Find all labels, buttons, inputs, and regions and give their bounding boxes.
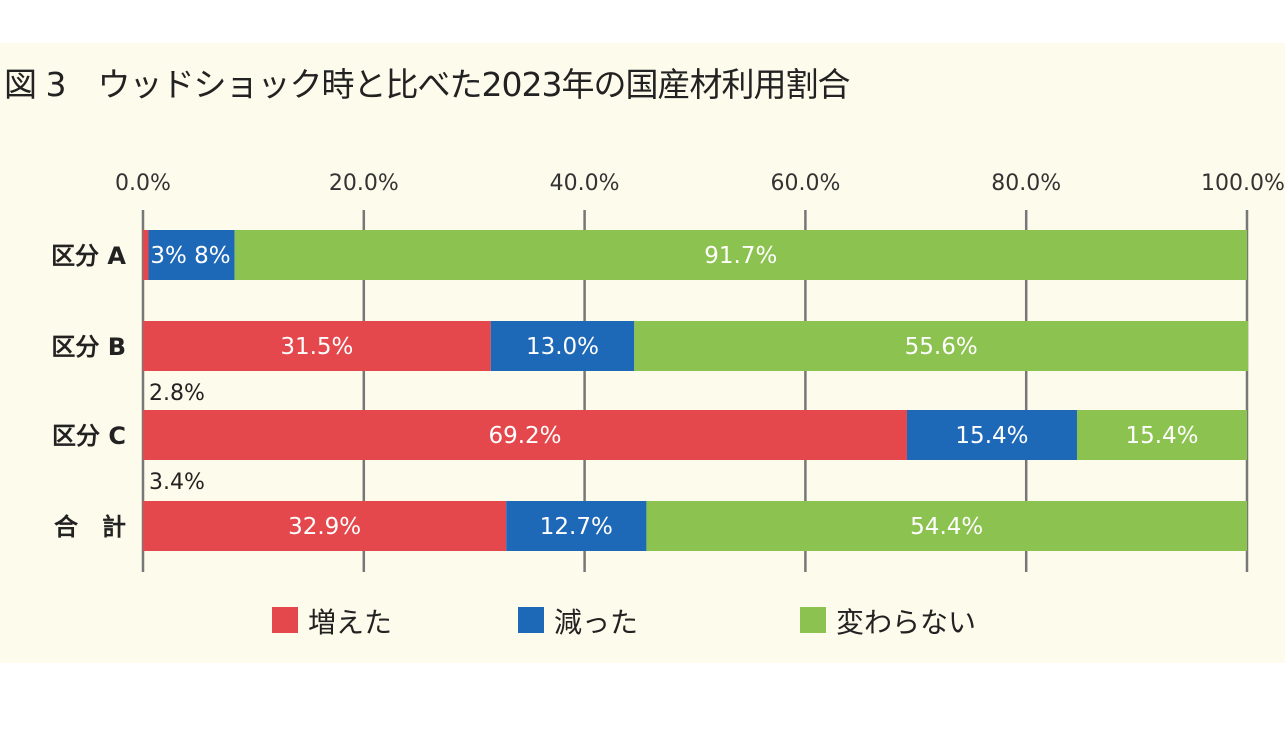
x-tick-label: 100.0% <box>1201 171 1285 196</box>
legend-swatch <box>800 607 826 633</box>
category-label: 区分 B <box>51 333 126 361</box>
bar-segment <box>906 410 1077 460</box>
data-label: 15.4% <box>1125 423 1198 449</box>
x-tick-label: 60.0% <box>770 171 840 196</box>
data-label: 69.2% <box>488 423 561 449</box>
legend-label: 減った <box>554 606 638 639</box>
bar-segment <box>143 501 507 551</box>
x-tick-label: 40.0% <box>550 171 620 196</box>
data-label: 13.0% <box>526 334 599 360</box>
bar-segment <box>143 321 491 371</box>
data-label: 15.4% <box>955 423 1028 449</box>
x-tick-label: 0.0% <box>115 171 171 196</box>
category-label: 合 計 <box>54 513 126 541</box>
legend-label: 増えた <box>308 606 392 639</box>
x-tick-label: 80.0% <box>991 171 1061 196</box>
data-label: 32.9% <box>288 514 361 540</box>
category-label: 区分 A <box>51 242 126 270</box>
legend-swatch <box>272 607 298 633</box>
category-label: 区分 C <box>52 422 126 450</box>
data-label: 3% 8% <box>150 243 230 269</box>
data-label: 12.7% <box>540 514 613 540</box>
data-label: 31.5% <box>280 334 353 360</box>
bar-segment <box>634 321 1249 371</box>
chart-title: 図 3 ウッドショック時と比べた2023年の国産材利用割合 <box>4 65 850 104</box>
annotation-label: 2.8% <box>149 381 205 406</box>
bar-segment <box>143 410 907 460</box>
bar-segment <box>1076 410 1247 460</box>
data-label: 55.6% <box>905 334 978 360</box>
data-label: 54.4% <box>910 514 983 540</box>
legend-label: 変わらない <box>836 606 976 639</box>
bar-segment <box>646 501 1247 551</box>
data-label: 91.7% <box>704 243 777 269</box>
bar-segment <box>490 321 635 371</box>
bar-segment <box>234 230 1247 280</box>
bar-segment <box>143 230 149 280</box>
legend-swatch <box>518 607 544 633</box>
bar-segment <box>506 501 647 551</box>
bar-segment <box>148 230 235 280</box>
x-tick-label: 20.0% <box>329 171 399 196</box>
annotation-label: 3.4% <box>149 470 205 495</box>
